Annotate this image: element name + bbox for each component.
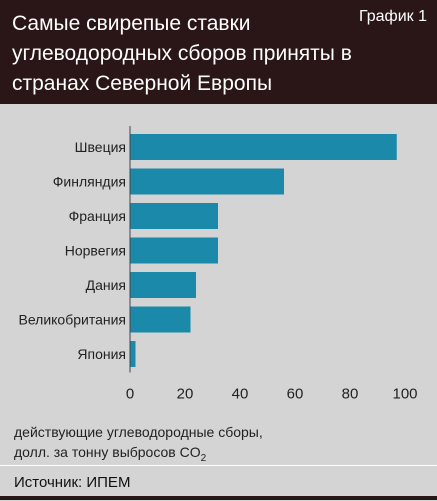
x-tick-label: 20 <box>177 386 194 403</box>
x-tick-label: 80 <box>342 386 359 403</box>
category-label: Норвегия <box>65 243 126 259</box>
bar-1 <box>130 168 284 195</box>
bar-6 <box>130 341 136 367</box>
units-subscript: 2 <box>200 452 207 464</box>
source-note: Источник: ИПЕМ <box>14 474 131 491</box>
bar-chart: Швеция Финляндия Франция Норвегия Дания Велик… <box>18 126 418 403</box>
bar-5 <box>130 306 191 333</box>
axis-units-note: действующие углеводородные сборы, долл. … <box>14 422 263 469</box>
category-label: Япония <box>77 346 126 362</box>
x-tick-label: 60 <box>287 386 304 403</box>
bottom-rule <box>0 496 437 500</box>
category-label: Финляндия <box>53 174 126 190</box>
x-axis-ticks: 0 20 40 60 80 100 <box>126 386 418 403</box>
x-tick-label: 0 <box>126 386 134 403</box>
units-line-2: долл. за тонну выбросов CO2 <box>14 442 263 469</box>
category-label: Швеция <box>75 139 126 155</box>
category-label: Дания <box>86 277 126 293</box>
chart-header: Самые свирепые ставки углеводородных сбо… <box>0 0 437 104</box>
chart-title: Самые свирепые ставки углеводородных сбо… <box>12 12 352 95</box>
bar-4 <box>130 272 196 298</box>
bars-layer <box>130 134 397 367</box>
x-tick-label: 100 <box>392 386 417 403</box>
bar-3 <box>130 237 218 264</box>
category-labels: Швеция Финляндия Франция Норвегия Дания Велик… <box>18 139 126 362</box>
units-line-1: действующие углеводородные сборы, <box>14 424 263 440</box>
bar-0 <box>130 134 397 160</box>
category-label: Великобритания <box>18 312 126 328</box>
bar-2 <box>130 203 218 229</box>
units-line-2-text: долл. за тонну выбросов CO <box>14 444 201 460</box>
chart-number-label: График 1 <box>358 8 427 25</box>
category-label: Франция <box>69 208 126 224</box>
source-strip <box>0 465 437 501</box>
x-tick-label: 40 <box>232 386 249 403</box>
